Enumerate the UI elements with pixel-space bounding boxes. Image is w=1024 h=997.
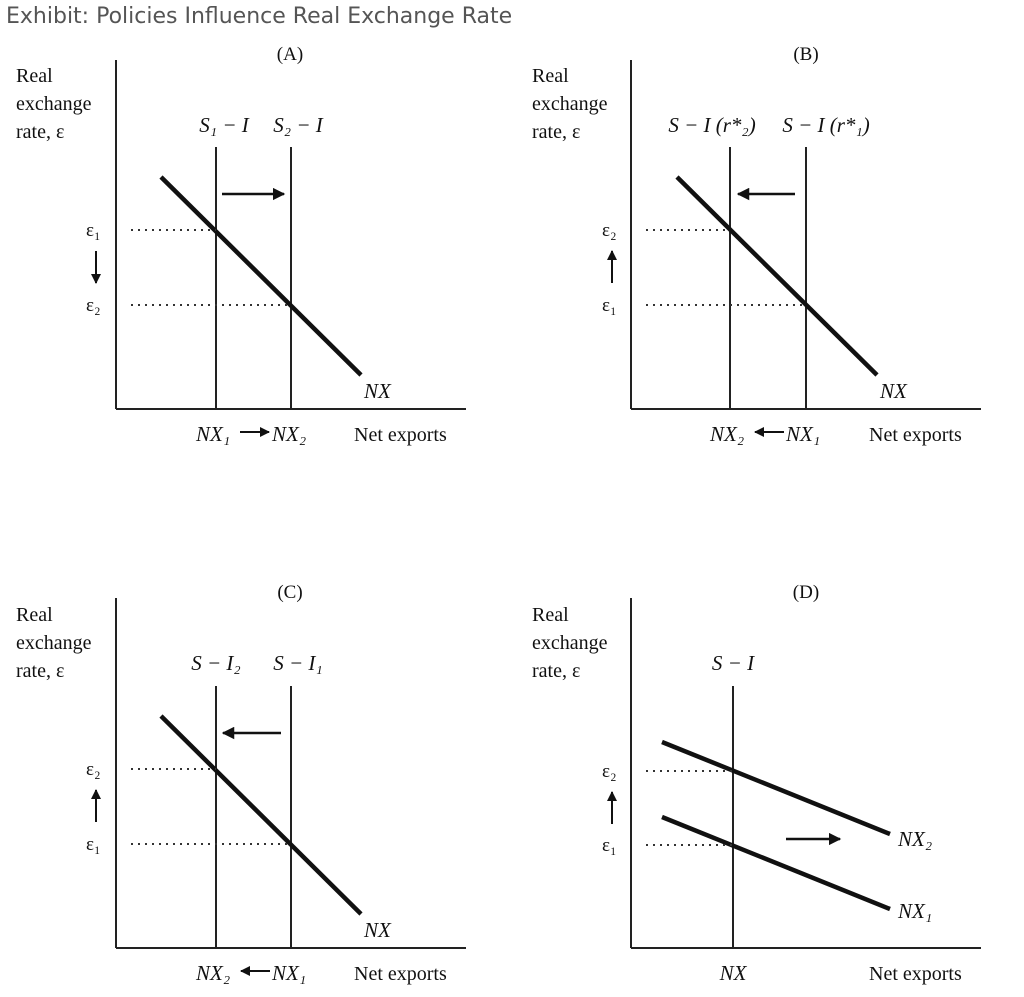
nx-demand-line <box>159 714 363 916</box>
svg-text:exchange: exchange <box>532 93 608 115</box>
svg-text:rate, ε: rate, ε <box>16 121 64 143</box>
panel-c: (C) Real exchange rate, ε S − I₂ S − I₁ … <box>16 582 466 985</box>
curve-label: S − I <box>712 651 755 675</box>
epsilon-lower: ε₂ <box>86 295 101 316</box>
x-axis-label: Net exports <box>354 963 447 985</box>
epsilon-upper: ε₂ <box>602 220 617 241</box>
x-tick-label: NX₂ <box>709 422 744 446</box>
y-axis-label: Real exchange rate, ε <box>16 65 92 143</box>
svg-text:exchange: exchange <box>532 632 608 654</box>
x-axis-label: Net exports <box>869 963 962 985</box>
nx2-demand-line <box>661 739 891 837</box>
curve-label: S − I (r*₁) <box>782 113 869 137</box>
panel-letter: (D) <box>793 582 819 603</box>
y-axis-label: Real exchange rate, ε <box>532 604 608 682</box>
svg-text:rate, ε: rate, ε <box>532 660 580 682</box>
panel-b: (B) Real exchange rate, ε S − I (r*₂) S … <box>532 44 981 446</box>
svg-text:Real: Real <box>532 604 569 626</box>
epsilon-lower: ε₁ <box>86 834 101 855</box>
panel-letter: (B) <box>793 44 818 65</box>
x-tick-label: NX₂ <box>271 422 306 446</box>
svg-text:rate, ε: rate, ε <box>532 121 580 143</box>
svg-text:rate, ε: rate, ε <box>16 660 64 682</box>
y-axis-label: Real exchange rate, ε <box>532 65 608 143</box>
nx-label: NX <box>363 918 392 942</box>
svg-text:Real: Real <box>16 604 53 626</box>
svg-text:Real: Real <box>16 65 53 87</box>
nx1-label: NX₁ <box>897 899 932 923</box>
svg-text:Real: Real <box>532 65 569 87</box>
x-axis-label: Net exports <box>869 424 962 446</box>
epsilon-upper: ε₂ <box>86 759 101 780</box>
curve-label: S − I₂ <box>191 651 240 675</box>
nx1-demand-line <box>661 814 891 912</box>
panel-d: (D) Real exchange rate, ε S − I NX₂ NX₁ … <box>532 582 981 985</box>
x-tick-label: NX₁ <box>195 422 230 446</box>
epsilon-upper: ε₁ <box>86 220 101 241</box>
epsilon-upper: ε₂ <box>602 761 617 782</box>
svg-text:exchange: exchange <box>16 93 92 115</box>
x-tick-label: NX₁ <box>271 961 306 985</box>
curve-label: S₂ − I <box>273 113 323 137</box>
epsilon-lower: ε₁ <box>602 835 617 856</box>
x-tick-label: NX <box>719 961 748 985</box>
nx2-label: NX₂ <box>897 827 932 851</box>
panel-letter: (A) <box>277 44 303 65</box>
x-tick-label: NX₁ <box>785 422 820 446</box>
panel-a: (A) Real exchange rate, ε S₁ − I S₂ − I … <box>16 44 466 446</box>
nx-demand-line <box>159 175 363 377</box>
curve-label: S − I (r*₂) <box>668 113 755 137</box>
nx-demand-line <box>675 175 879 377</box>
exhibit-title: Exhibit: Policies Influence Real Exchang… <box>6 4 513 29</box>
curve-label: S − I₁ <box>273 651 322 675</box>
y-axis-label: Real exchange rate, ε <box>16 604 92 682</box>
curve-label: S₁ − I <box>199 113 249 137</box>
x-tick-label: NX₂ <box>195 961 230 985</box>
x-axis-label: Net exports <box>354 424 447 446</box>
svg-text:exchange: exchange <box>16 632 92 654</box>
nx-label: NX <box>879 379 908 403</box>
epsilon-lower: ε₁ <box>602 295 617 316</box>
panel-letter: (C) <box>277 582 302 603</box>
nx-label: NX <box>363 379 392 403</box>
